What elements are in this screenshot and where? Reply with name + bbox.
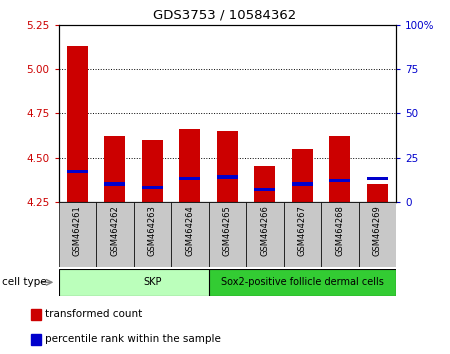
Bar bbox=[359, 202, 396, 267]
Bar bbox=[246, 202, 284, 267]
Bar bbox=[31, 333, 40, 344]
Bar bbox=[292, 149, 313, 202]
Bar bbox=[292, 183, 313, 186]
Bar bbox=[254, 188, 275, 191]
Text: GSM464269: GSM464269 bbox=[373, 205, 382, 256]
Bar bbox=[321, 202, 359, 267]
Text: cell type: cell type bbox=[2, 277, 47, 287]
Text: transformed count: transformed count bbox=[45, 309, 142, 319]
Text: GSM464265: GSM464265 bbox=[223, 205, 232, 256]
Bar bbox=[142, 140, 162, 202]
Bar bbox=[58, 202, 96, 267]
Bar bbox=[208, 202, 246, 267]
Bar bbox=[367, 177, 387, 181]
Text: Sox2-positive follicle dermal cells: Sox2-positive follicle dermal cells bbox=[221, 277, 384, 287]
Bar bbox=[217, 176, 238, 179]
Bar bbox=[67, 46, 88, 202]
Bar bbox=[329, 179, 350, 182]
Bar bbox=[208, 269, 396, 296]
Bar bbox=[284, 202, 321, 267]
Bar bbox=[329, 136, 350, 202]
Bar bbox=[171, 202, 208, 267]
Text: GSM464261: GSM464261 bbox=[73, 205, 82, 256]
Bar bbox=[104, 136, 125, 202]
Text: GDS3753 / 10584362: GDS3753 / 10584362 bbox=[153, 9, 297, 22]
Bar bbox=[104, 183, 125, 186]
Text: GSM464266: GSM464266 bbox=[260, 205, 269, 256]
Bar bbox=[142, 186, 162, 189]
Bar bbox=[367, 184, 387, 202]
Text: GSM464264: GSM464264 bbox=[185, 205, 194, 256]
Bar bbox=[254, 166, 275, 202]
Text: percentile rank within the sample: percentile rank within the sample bbox=[45, 334, 220, 344]
Bar bbox=[96, 202, 134, 267]
Text: GSM464268: GSM464268 bbox=[335, 205, 344, 256]
Bar bbox=[180, 177, 200, 181]
Bar bbox=[217, 131, 238, 202]
Bar bbox=[31, 309, 40, 320]
Bar bbox=[58, 269, 246, 296]
Text: SKP: SKP bbox=[143, 277, 162, 287]
Text: GSM464263: GSM464263 bbox=[148, 205, 157, 256]
Bar bbox=[180, 129, 200, 202]
Bar bbox=[134, 202, 171, 267]
Bar bbox=[67, 170, 88, 173]
Text: GSM464262: GSM464262 bbox=[110, 205, 119, 256]
Text: GSM464267: GSM464267 bbox=[298, 205, 307, 256]
